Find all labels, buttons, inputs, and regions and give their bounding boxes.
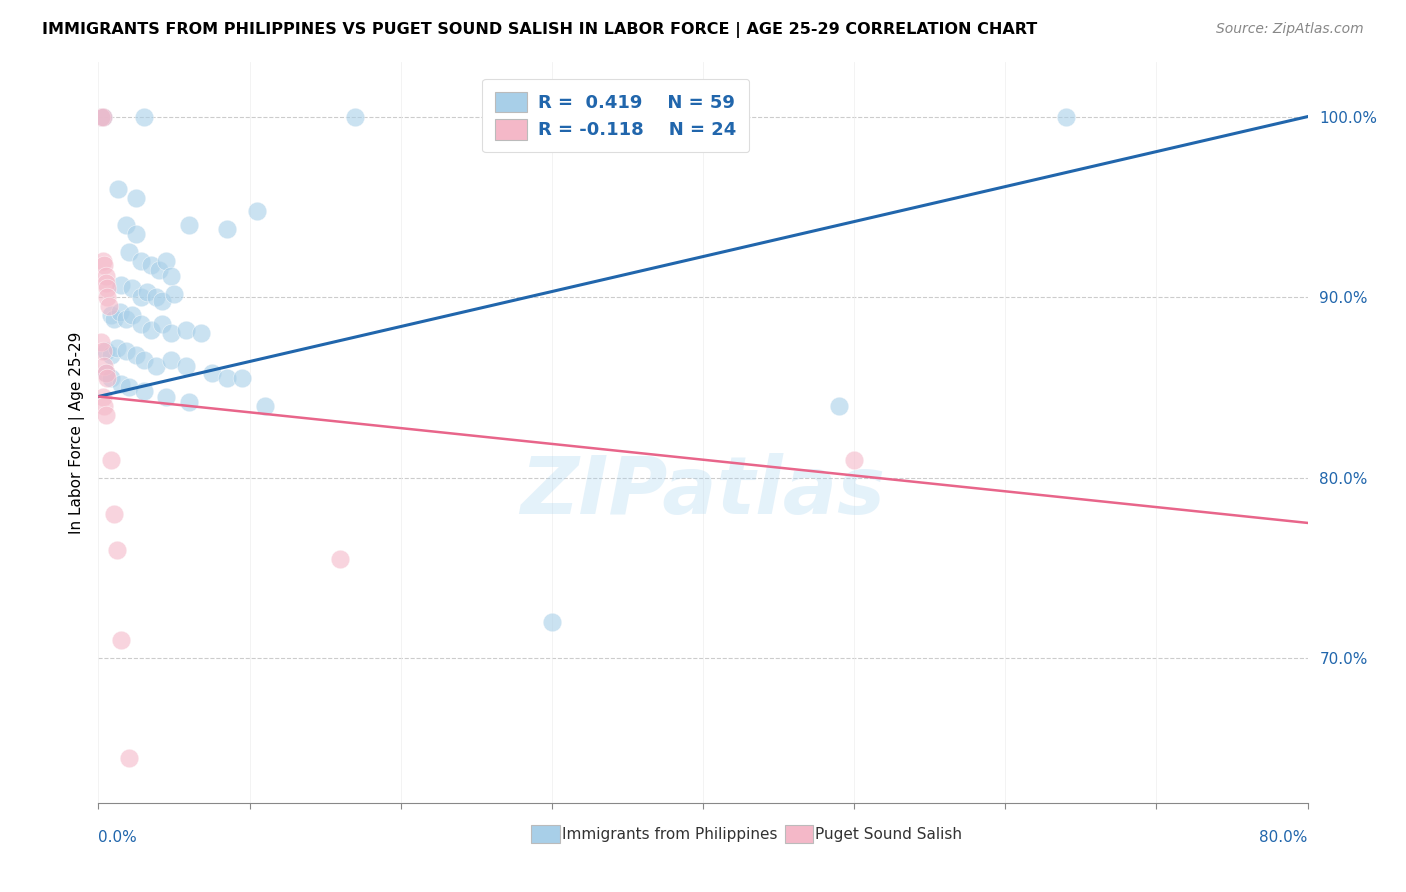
Point bbox=[215, 221, 238, 235]
Point bbox=[114, 344, 136, 359]
Text: IMMIGRANTS FROM PHILIPPINES VS PUGET SOUND SALISH IN LABOR FORCE | AGE 25-29 COR: IMMIGRANTS FROM PHILIPPINES VS PUGET SOU… bbox=[42, 22, 1038, 38]
Legend: R =  0.419    N = 59, R = -0.118    N = 24: R = 0.419 N = 59, R = -0.118 N = 24 bbox=[482, 78, 749, 153]
Point bbox=[110, 277, 132, 292]
Point bbox=[90, 110, 112, 124]
Point bbox=[1054, 110, 1077, 124]
Point bbox=[105, 543, 128, 558]
Point bbox=[129, 318, 152, 332]
Point bbox=[129, 254, 152, 268]
Point bbox=[160, 353, 183, 368]
Point bbox=[110, 633, 132, 648]
Point bbox=[174, 359, 197, 373]
Point bbox=[91, 110, 114, 124]
Point bbox=[129, 290, 152, 304]
Point bbox=[91, 390, 114, 404]
Point bbox=[155, 390, 177, 404]
Point bbox=[90, 335, 112, 350]
Y-axis label: In Labor Force | Age 25-29: In Labor Force | Age 25-29 bbox=[69, 332, 84, 533]
Point bbox=[94, 408, 117, 422]
Text: 0.0%: 0.0% bbox=[98, 830, 138, 845]
Point bbox=[98, 299, 121, 313]
Point bbox=[93, 258, 115, 272]
Point bbox=[91, 254, 114, 268]
Point bbox=[160, 326, 183, 341]
Point bbox=[150, 293, 173, 308]
Point bbox=[94, 344, 117, 359]
Point bbox=[125, 191, 148, 205]
Point bbox=[93, 359, 115, 373]
Point bbox=[100, 348, 122, 362]
Point bbox=[121, 308, 143, 322]
Point bbox=[110, 376, 132, 391]
Point bbox=[132, 353, 155, 368]
Text: Puget Sound Salish: Puget Sound Salish bbox=[815, 827, 963, 841]
Point bbox=[132, 110, 155, 124]
Point bbox=[100, 371, 122, 385]
Point bbox=[135, 285, 157, 299]
Point bbox=[179, 395, 201, 409]
Point bbox=[114, 218, 136, 232]
Point bbox=[540, 615, 562, 630]
Point bbox=[163, 286, 186, 301]
Point bbox=[125, 348, 148, 362]
Point bbox=[93, 399, 115, 413]
Point bbox=[253, 399, 276, 413]
Point bbox=[118, 245, 141, 260]
Text: ZIPatlas: ZIPatlas bbox=[520, 453, 886, 531]
Point bbox=[344, 110, 367, 124]
Point bbox=[174, 323, 197, 337]
Point bbox=[118, 380, 141, 394]
Point bbox=[190, 326, 212, 341]
Point bbox=[179, 218, 201, 232]
Point bbox=[125, 227, 148, 241]
Point bbox=[844, 452, 866, 467]
Point bbox=[145, 290, 167, 304]
Point bbox=[105, 341, 128, 355]
Point bbox=[121, 281, 143, 295]
Point bbox=[201, 366, 224, 380]
Point bbox=[94, 268, 117, 283]
Point bbox=[94, 366, 117, 380]
Point bbox=[96, 371, 118, 385]
Point bbox=[141, 323, 163, 337]
Point bbox=[100, 452, 122, 467]
Point bbox=[108, 304, 131, 318]
Point bbox=[215, 371, 238, 385]
Point bbox=[329, 552, 352, 566]
Point bbox=[96, 290, 118, 304]
Point bbox=[96, 281, 118, 295]
Point bbox=[160, 268, 183, 283]
Point bbox=[141, 258, 163, 272]
Point bbox=[91, 344, 114, 359]
Text: Immigrants from Philippines: Immigrants from Philippines bbox=[562, 827, 778, 841]
Point bbox=[148, 263, 170, 277]
Text: 80.0%: 80.0% bbox=[1260, 830, 1308, 845]
Point bbox=[90, 110, 112, 124]
Point bbox=[91, 110, 114, 124]
Point bbox=[94, 366, 117, 380]
Text: Source: ZipAtlas.com: Source: ZipAtlas.com bbox=[1216, 22, 1364, 37]
Point bbox=[231, 371, 253, 385]
Point bbox=[828, 399, 851, 413]
Point bbox=[114, 311, 136, 326]
Point bbox=[103, 507, 125, 521]
Point bbox=[150, 318, 173, 332]
Point bbox=[94, 276, 117, 290]
Point bbox=[155, 254, 177, 268]
Point bbox=[145, 359, 167, 373]
Point bbox=[586, 110, 609, 124]
Point bbox=[246, 203, 269, 218]
Point bbox=[132, 384, 155, 398]
Point bbox=[103, 311, 125, 326]
Point bbox=[100, 308, 122, 322]
Point bbox=[107, 182, 129, 196]
Point bbox=[118, 750, 141, 764]
